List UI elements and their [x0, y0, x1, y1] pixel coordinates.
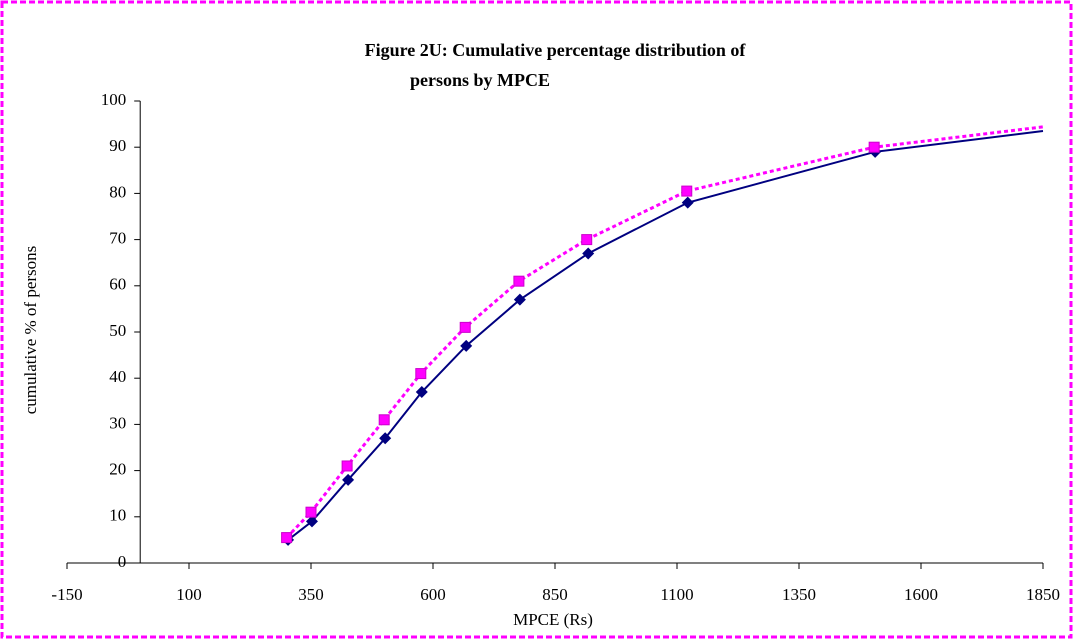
square-marker — [305, 506, 317, 518]
square-marker — [868, 141, 880, 153]
x-tick-label: 1850 — [1026, 585, 1060, 604]
y-tick-label: 70 — [109, 229, 126, 248]
diamond-marker — [460, 339, 473, 352]
square-marker — [341, 460, 353, 472]
square-marker — [513, 275, 525, 287]
y-tick-label: 50 — [109, 321, 126, 340]
square-marker — [415, 368, 427, 380]
y-tick-label: 60 — [109, 275, 126, 294]
x-tick-label: 100 — [176, 585, 202, 604]
diamond-marker — [513, 293, 526, 306]
diamond-marker — [342, 473, 355, 486]
y-tick-label: 80 — [109, 182, 126, 201]
x-tick-label: 1600 — [904, 585, 938, 604]
diamond-marker — [681, 196, 694, 209]
diamond-marker — [379, 432, 392, 445]
y-tick-label: 0 — [118, 552, 127, 571]
x-axis-label: MPCE (Rs) — [513, 610, 593, 629]
y-tick-label: 30 — [109, 413, 126, 432]
diamond-marker — [582, 247, 595, 260]
square-marker — [378, 414, 390, 426]
x-tick-label: 850 — [542, 585, 568, 604]
y-tick-label: 90 — [109, 136, 126, 155]
x-tick-label: -150 — [51, 585, 82, 604]
y-tick-label: 40 — [109, 367, 126, 386]
y-tick-label: 100 — [101, 90, 127, 109]
square-marker — [581, 234, 593, 246]
square-marker — [281, 532, 293, 544]
x-tick-label: 1100 — [660, 585, 693, 604]
square-marker — [459, 321, 471, 333]
diamond-marker — [415, 386, 428, 399]
x-tick-label: 350 — [298, 585, 324, 604]
diamond-marker — [305, 515, 318, 528]
x-tick-label: 600 — [420, 585, 446, 604]
y-tick-label: 20 — [109, 460, 126, 479]
y-axis-label: cumulative % of persons — [21, 246, 40, 415]
x-tick-label: 1350 — [782, 585, 816, 604]
y-tick-label: 10 — [109, 506, 126, 525]
square-marker — [681, 185, 693, 197]
chart-title: Figure 2U: Cumulative percentage distrib… — [365, 40, 747, 60]
chart-title: persons by MPCE — [410, 70, 550, 90]
